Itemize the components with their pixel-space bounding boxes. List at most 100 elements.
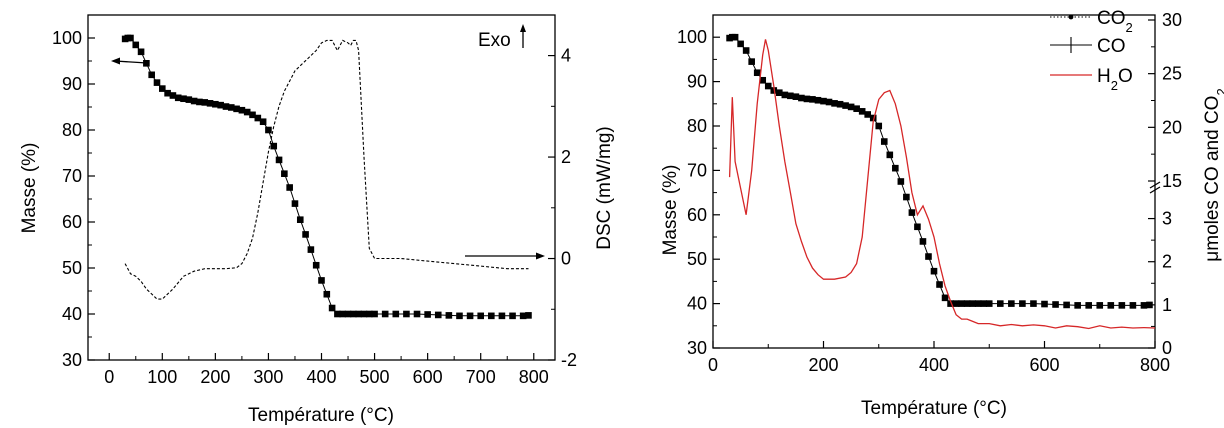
series-mass-point	[792, 93, 800, 100]
y-left-tick-label: 90	[687, 72, 707, 92]
series-mass-point	[371, 310, 378, 318]
x-tick-label: 300	[253, 367, 283, 387]
series-h2o-line	[728, 39, 1156, 330]
series-mass-point	[886, 151, 894, 159]
series-mass-point	[759, 76, 767, 84]
x-tick-label: 0	[104, 367, 114, 387]
y-left-tick-label: 30	[62, 350, 82, 370]
series-mass-point	[803, 95, 811, 103]
y-left-tick-label: 60	[62, 212, 82, 232]
series-mass-point	[1096, 302, 1104, 309]
y-right-tick-label: 15	[1162, 171, 1182, 191]
y-left-tick-label: 80	[62, 120, 82, 140]
series-mass-point	[914, 223, 921, 231]
series-mass-point	[825, 98, 833, 106]
series-mass-point	[753, 69, 761, 77]
x-tick-label: 400	[919, 355, 949, 375]
axis-break-mark	[1149, 186, 1161, 194]
series-mass-point	[831, 100, 838, 107]
series-mass-point	[1129, 302, 1137, 309]
series-mass-point	[936, 281, 943, 288]
series-mass-point	[1074, 302, 1081, 309]
series-mass-point	[787, 92, 794, 100]
series-mass-point	[265, 126, 272, 134]
legend-item: H2O	[1050, 66, 1133, 93]
y-right-tick-label: 3	[1162, 209, 1172, 229]
series-mass-point	[748, 58, 755, 65]
chart1-marks	[121, 34, 532, 320]
series-mass-line	[124, 37, 529, 317]
series-mass-point	[764, 82, 772, 90]
series-mass-point	[1052, 301, 1059, 308]
series-mass-point	[903, 193, 910, 201]
series-mass-point	[291, 200, 299, 207]
series-mass-point	[820, 97, 827, 105]
series-mass-point	[842, 102, 849, 109]
y-left-tick-label: 80	[687, 116, 707, 136]
series-mass-point	[969, 300, 976, 307]
series-dsc-line	[124, 39, 529, 300]
series-mass-point	[334, 310, 341, 318]
series-mass-point	[328, 304, 336, 312]
series-mass-point	[941, 294, 949, 302]
series-mass-point	[206, 100, 214, 107]
legend-label-suffix: O	[1118, 66, 1133, 87]
x-tick-label: 200	[808, 355, 838, 375]
legend-label-subscript: 2	[1111, 78, 1118, 93]
series-mass-point	[281, 170, 288, 177]
series-mass-point	[180, 95, 187, 103]
series-mass-point	[836, 100, 844, 108]
series-mass-point	[318, 277, 325, 284]
y-right-axis-label: μmoles CO and CO2	[1202, 88, 1224, 261]
y-right-tick-label: 0	[1162, 338, 1172, 358]
y-right-axis-label: DSC (mW/mg)	[594, 126, 615, 249]
x-axis-label: Température (°C)	[861, 398, 1007, 419]
series-mass-point	[930, 267, 938, 275]
series-mass-point	[323, 290, 331, 298]
series-mass-point	[307, 246, 315, 253]
series-mass-point	[169, 92, 177, 99]
series-mass-point	[1140, 302, 1148, 309]
series-mass-point	[925, 253, 932, 260]
series-mass-point	[853, 105, 860, 112]
series-mass-point	[947, 300, 954, 307]
x-tick-label: 600	[413, 367, 443, 387]
y-right-tick-label: -2	[561, 350, 577, 370]
x-tick-label: 700	[466, 367, 496, 387]
series-mass-point	[212, 100, 219, 108]
series-mass-point	[809, 96, 816, 103]
series-mass-point	[1063, 301, 1070, 309]
series-mass-point	[781, 91, 789, 99]
y-left-tick-label: 70	[62, 166, 82, 186]
series-mass-point	[312, 261, 320, 269]
y-right-tick-label: 20	[1162, 117, 1182, 137]
series-mass-point	[196, 98, 203, 106]
series-mass-point	[355, 310, 362, 318]
x-tick-label: 400	[306, 367, 336, 387]
right-arrow-icon	[465, 252, 545, 260]
series-mass-point	[456, 312, 463, 320]
series-mass-point	[952, 300, 960, 307]
series-mass-point	[1019, 300, 1026, 307]
series-mass-point	[519, 312, 527, 320]
x-tick-label: 100	[147, 367, 177, 387]
series-mass-point	[259, 118, 267, 126]
series-mass-point	[466, 312, 474, 320]
series-mass-point	[201, 99, 209, 106]
y-right-tick-label: 0	[561, 249, 571, 269]
series-mass-point	[488, 312, 495, 320]
y-left-tick-label: 50	[62, 258, 82, 278]
x-tick-label: 200	[200, 367, 230, 387]
series-mass-point	[350, 310, 357, 318]
series-mass-point	[296, 216, 304, 223]
series-mass-point	[227, 104, 235, 111]
y-left-axis-label: Masse (%)	[660, 165, 681, 256]
series-mass-point	[360, 310, 368, 318]
y-right-label-subscript: 2	[1214, 88, 1224, 95]
series-mass-point	[1008, 300, 1015, 307]
series-mass-point	[174, 94, 182, 102]
axis-break-mark	[1149, 181, 1161, 189]
series-mass-point	[275, 156, 283, 164]
